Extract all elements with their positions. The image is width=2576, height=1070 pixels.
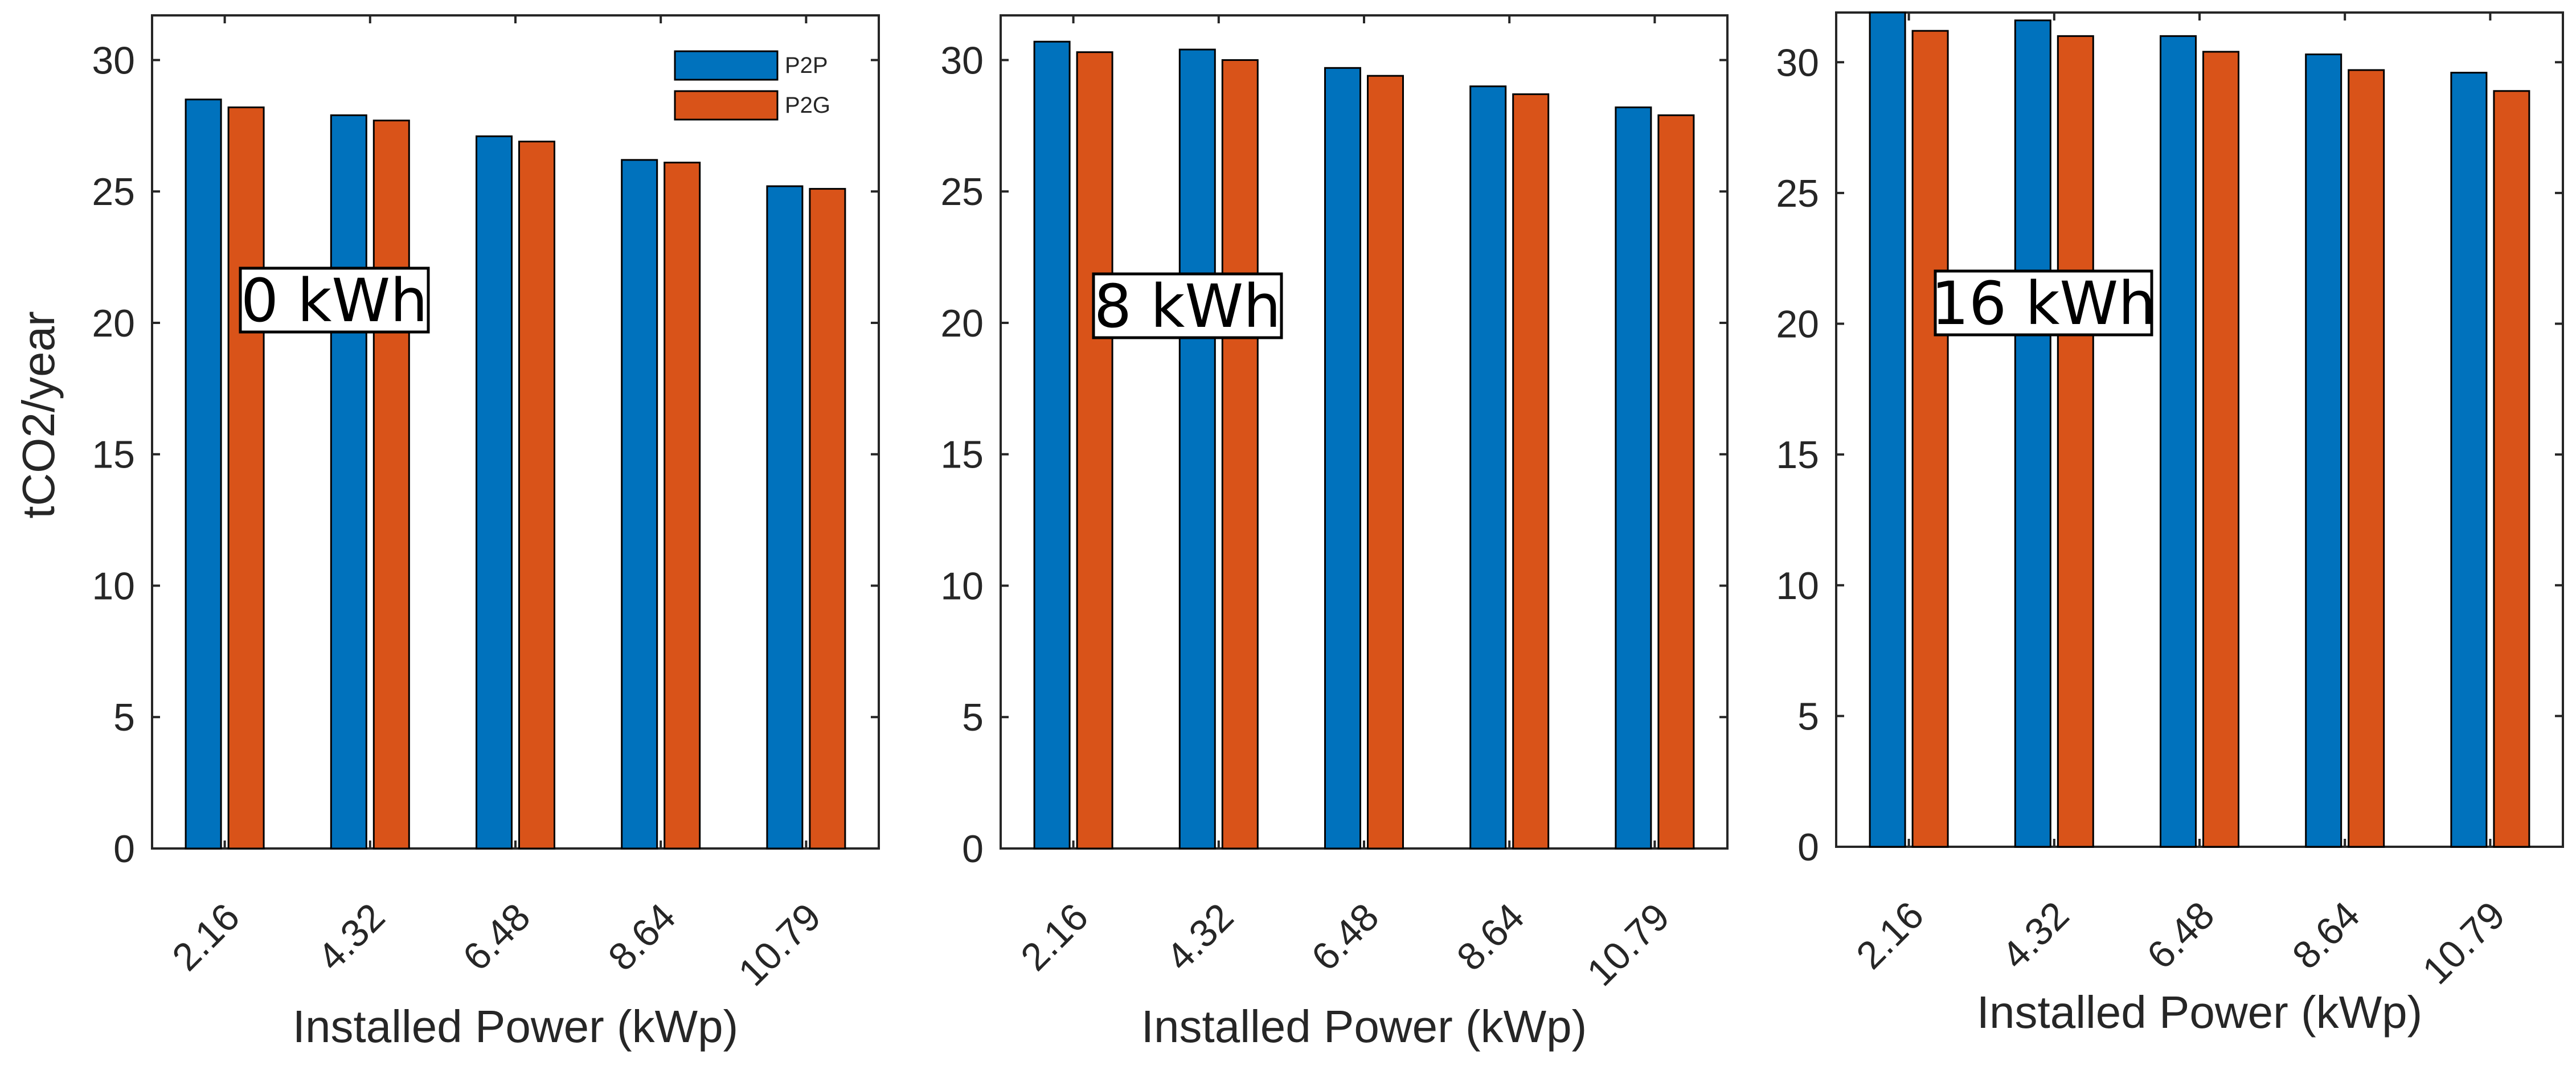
x-tick-label: 2.16: [1013, 895, 1096, 979]
bar-p2p-10-79: [2450, 72, 2488, 848]
bar-p2g-10-79: [809, 188, 846, 850]
legend-swatch-p2p: [674, 50, 779, 81]
bar-p2p-10-79: [1615, 106, 1652, 850]
legend-swatch-p2g: [674, 90, 779, 121]
bar-p2p-2-16: [1033, 40, 1071, 850]
bar-p2p-6-48: [2160, 35, 2197, 848]
x-tick-label: 4.32: [1993, 893, 2077, 977]
y-tick-label: 0: [1797, 826, 1819, 869]
bar-p2p-4-32: [2014, 19, 2051, 848]
bar-p2p-2-16: [185, 99, 222, 850]
bar-p2g-8-64: [1512, 93, 1550, 850]
bar-p2p-4-32: [1178, 48, 1216, 850]
y-tick-label: 0: [113, 827, 135, 871]
x-tick-label: 10.79: [1579, 895, 1678, 994]
annotation-frame: [1092, 272, 1283, 339]
bar-p2p-6-48: [476, 135, 513, 850]
x-tick-label: 4.32: [1158, 895, 1242, 979]
bar-p2g-4-32: [372, 120, 410, 850]
bar-p2g-6-48: [2202, 51, 2239, 848]
legend-label-p2g: P2G: [785, 93, 830, 118]
bar-p2p-2-16: [1869, 11, 1906, 848]
x-tick-label: 8.64: [600, 895, 683, 979]
y-tick-label: 15: [92, 433, 135, 477]
legend-label-p2p: P2P: [785, 53, 828, 78]
bar-p2g-2-16: [227, 106, 265, 850]
x-tick-label: 8.64: [1448, 895, 1532, 979]
bar-p2g-2-16: [1076, 51, 1113, 850]
y-tick-label: 15: [940, 433, 984, 477]
annotation-label: 8 kWh: [1094, 272, 1281, 341]
x-tick-label: 8.64: [2284, 893, 2368, 977]
x-tick-label: 4.32: [309, 895, 393, 979]
annotation-label: 16 kWh: [1931, 269, 2156, 338]
bar-p2g-2-16: [1911, 30, 1949, 848]
annotation-box: 0 kWh: [239, 266, 430, 335]
bar-p2p-8-64: [621, 159, 658, 850]
bar-p2g-10-79: [2493, 90, 2530, 848]
x-axis-label: Installed Power (kWp): [293, 1001, 738, 1052]
y-tick-label: 10: [1776, 564, 1819, 608]
annotation-box: 16 kWh: [1931, 269, 2156, 338]
bar-p2g-8-64: [2348, 69, 2385, 848]
annotation-box: 8 kWh: [1092, 272, 1283, 341]
bar-p2g-8-64: [664, 161, 701, 850]
x-tick-label: 6.48: [454, 895, 538, 979]
y-tick-label: 25: [940, 170, 984, 214]
bar-p2p-8-64: [2305, 53, 2342, 848]
y-tick-label: 5: [1797, 695, 1819, 738]
chart-panel-3: 0 5 10 15 20 25 30 2.16 4.32 6.48 8.64 10.79Install…: [1776, 11, 2564, 1038]
annotation-frame: [1934, 269, 2153, 337]
y-tick-label: 5: [113, 696, 135, 739]
y-tick-label: 20: [1776, 303, 1819, 346]
y-tick-label: 30: [1776, 41, 1819, 84]
y-tick-label: 25: [1776, 172, 1819, 215]
bar-p2g-6-48: [1367, 75, 1404, 850]
y-tick-label: 10: [940, 564, 984, 608]
y-tick-label: 20: [940, 302, 984, 345]
bar-p2g-10-79: [1657, 114, 1695, 850]
y-tick-label: 5: [962, 696, 984, 739]
chart-panel-2: 0 5 10 15 20 25 30 2.16 4.32 6.48 8.64 10.79 Install…: [940, 14, 1729, 1052]
x-tick-label: 10.79: [730, 895, 829, 994]
x-tick-label: 2.16: [1848, 893, 1932, 977]
chart-panel-1: 0 5 10 15 20 25 30 2.16 4.32 6.48 8.64 10.79 Install…: [13, 14, 880, 1052]
x-tick-label: 6.48: [1303, 895, 1387, 979]
y-tick-label: 20: [92, 302, 135, 345]
annotation-label: 0 kWh: [241, 266, 428, 335]
y-axis-label: tCO2/year: [13, 311, 64, 519]
y-tick-label: 15: [1776, 433, 1819, 477]
x-tick-label: 2.16: [164, 895, 248, 979]
y-tick-label: 0: [962, 827, 984, 871]
bar-p2p-8-64: [1469, 85, 1507, 850]
bar-p2p-4-32: [330, 114, 367, 850]
annotation-frame: [239, 267, 430, 334]
bar-p2g-4-32: [1221, 59, 1259, 850]
x-axis-label: Installed Power (kWp): [1977, 987, 2422, 1038]
bar-p2g-6-48: [518, 141, 555, 850]
y-tick-label: 25: [92, 170, 135, 214]
y-tick-label: 30: [940, 39, 984, 82]
x-tick-label: 6.48: [2139, 893, 2222, 977]
bar-p2p-6-48: [1324, 67, 1361, 850]
legend: P2P P2G: [674, 50, 830, 121]
bar-p2p-10-79: [766, 185, 804, 850]
y-tick-label: 30: [92, 39, 135, 82]
bar-p2g-4-32: [2057, 35, 2094, 848]
x-tick-label: 10.79: [2414, 893, 2513, 993]
x-axis-label: Installed Power (kWp): [1141, 1001, 1587, 1052]
y-tick-label: 10: [92, 564, 135, 608]
